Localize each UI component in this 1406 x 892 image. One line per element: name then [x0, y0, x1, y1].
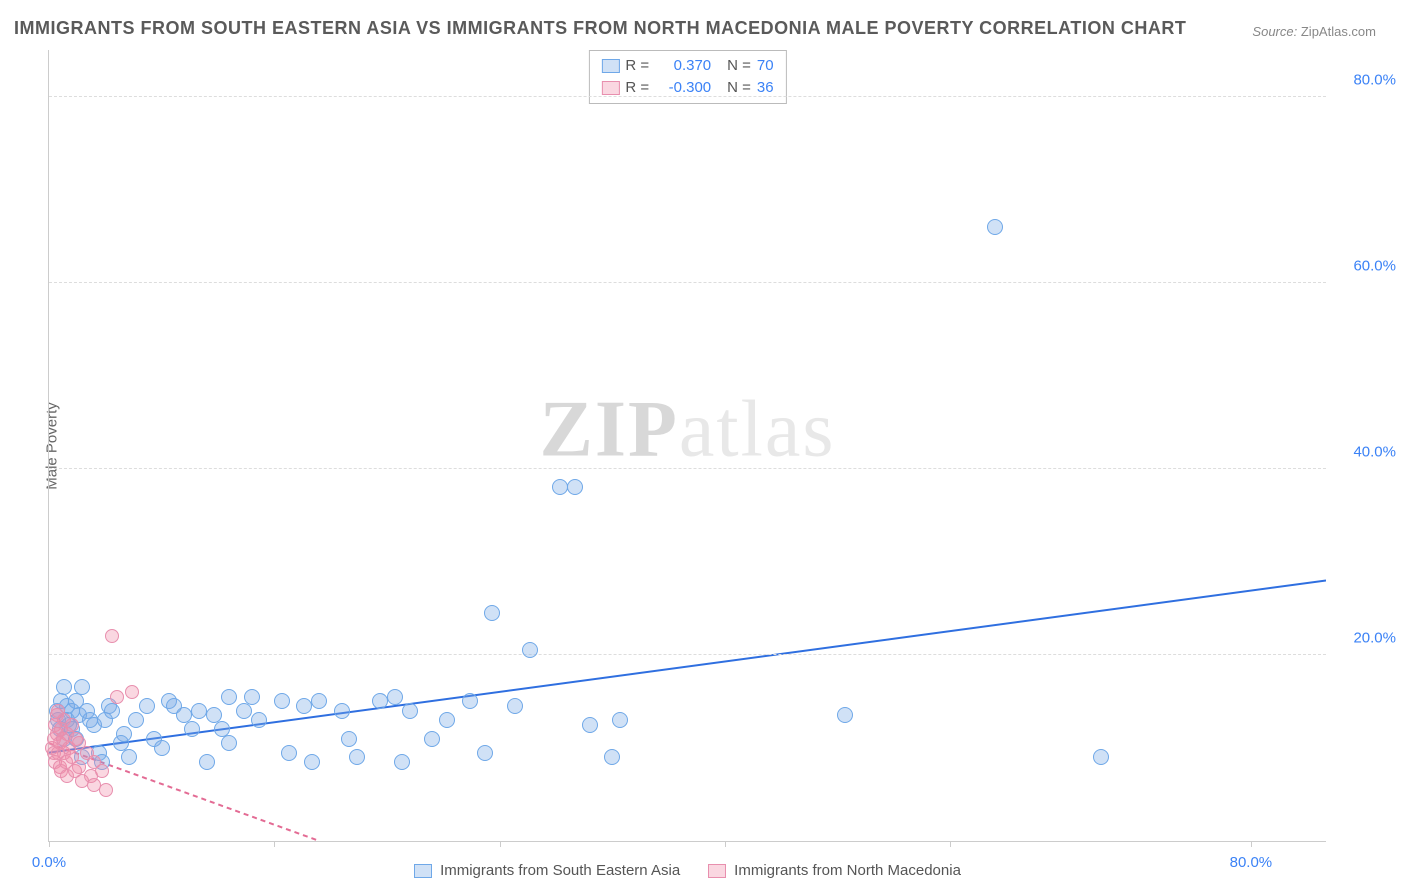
data-point: [612, 712, 628, 728]
source-attribution: Source: ZipAtlas.com: [1252, 24, 1376, 39]
legend-item-1: Immigrants from South Eastern Asia: [414, 862, 680, 879]
data-point: [154, 740, 170, 756]
data-point: [462, 693, 478, 709]
correlation-chart: IMMIGRANTS FROM SOUTH EASTERN ASIA VS IM…: [0, 0, 1406, 892]
legend-swatch-1: [414, 864, 432, 878]
data-point: [105, 629, 119, 643]
stats-row-series-1: R = 0.370 N = 70: [601, 55, 773, 77]
data-point: [424, 731, 440, 747]
data-point: [582, 717, 598, 733]
data-point: [341, 731, 357, 747]
data-point: [477, 745, 493, 761]
data-point: [110, 690, 124, 704]
x-tick: [49, 841, 50, 847]
gridline: [49, 96, 1326, 97]
gridline: [49, 468, 1326, 469]
data-point: [221, 735, 237, 751]
data-point: [244, 689, 260, 705]
x-tick: [725, 841, 726, 847]
trend-line: [49, 580, 1326, 752]
y-tick-label: 60.0%: [1336, 257, 1396, 274]
data-point: [987, 219, 1003, 235]
data-point: [281, 745, 297, 761]
data-point: [349, 749, 365, 765]
legend-swatch-2: [708, 864, 726, 878]
data-point: [311, 693, 327, 709]
gridline: [49, 654, 1326, 655]
legend-label-1: Immigrants from South Eastern Asia: [440, 862, 680, 879]
data-point: [251, 712, 267, 728]
data-point: [191, 703, 207, 719]
data-point: [304, 754, 320, 770]
n-value-1: 70: [757, 55, 774, 77]
x-tick: [1251, 841, 1252, 847]
x-tick: [274, 841, 275, 847]
data-point: [72, 760, 86, 774]
y-tick-label: 20.0%: [1336, 629, 1396, 646]
data-point: [507, 698, 523, 714]
data-point: [837, 707, 853, 723]
data-point: [199, 754, 215, 770]
trend-lines: [49, 50, 1326, 841]
watermark-zip: ZIP: [540, 385, 679, 473]
data-point: [1093, 749, 1109, 765]
data-point: [439, 712, 455, 728]
data-point: [236, 703, 252, 719]
data-point: [221, 689, 237, 705]
legend-item-2: Immigrants from North Macedonia: [708, 862, 961, 879]
gridline: [49, 282, 1326, 283]
chart-title: IMMIGRANTS FROM SOUTH EASTERN ASIA VS IM…: [14, 18, 1186, 39]
data-point: [116, 726, 132, 742]
data-point: [74, 679, 90, 695]
data-point: [402, 703, 418, 719]
legend-label-2: Immigrants from North Macedonia: [734, 862, 961, 879]
source-value: ZipAtlas.com: [1301, 24, 1376, 39]
data-point: [65, 718, 79, 732]
data-point: [99, 783, 113, 797]
data-point: [139, 698, 155, 714]
data-point: [372, 693, 388, 709]
watermark: ZIPatlas: [540, 384, 836, 475]
r-value-1: 0.370: [655, 55, 711, 77]
swatch-series-1: [601, 59, 619, 73]
data-point: [296, 698, 312, 714]
series-legend: Immigrants from South Eastern Asia Immig…: [49, 862, 1326, 879]
data-point: [95, 764, 109, 778]
swatch-series-2: [601, 81, 619, 95]
data-point: [604, 749, 620, 765]
x-tick-label: 0.0%: [32, 854, 66, 871]
y-tick-label: 40.0%: [1336, 443, 1396, 460]
data-point: [104, 703, 120, 719]
data-point: [394, 754, 410, 770]
data-point: [567, 479, 583, 495]
data-point: [56, 679, 72, 695]
plot-area: ZIPatlas R = 0.370 N = 70 R = -0.300 N =…: [48, 50, 1326, 842]
x-tick: [500, 841, 501, 847]
data-point: [125, 685, 139, 699]
data-point: [522, 642, 538, 658]
x-tick: [950, 841, 951, 847]
data-point: [128, 712, 144, 728]
data-point: [484, 605, 500, 621]
r-label: R =: [625, 55, 649, 77]
n-label: N =: [727, 55, 751, 77]
watermark-atlas: atlas: [679, 385, 836, 473]
source-label: Source:: [1252, 24, 1297, 39]
data-point: [552, 479, 568, 495]
data-point: [121, 749, 137, 765]
data-point: [184, 721, 200, 737]
data-point: [274, 693, 290, 709]
data-point: [334, 703, 350, 719]
x-tick-label: 80.0%: [1230, 854, 1273, 871]
y-tick-label: 80.0%: [1336, 71, 1396, 88]
data-point: [387, 689, 403, 705]
